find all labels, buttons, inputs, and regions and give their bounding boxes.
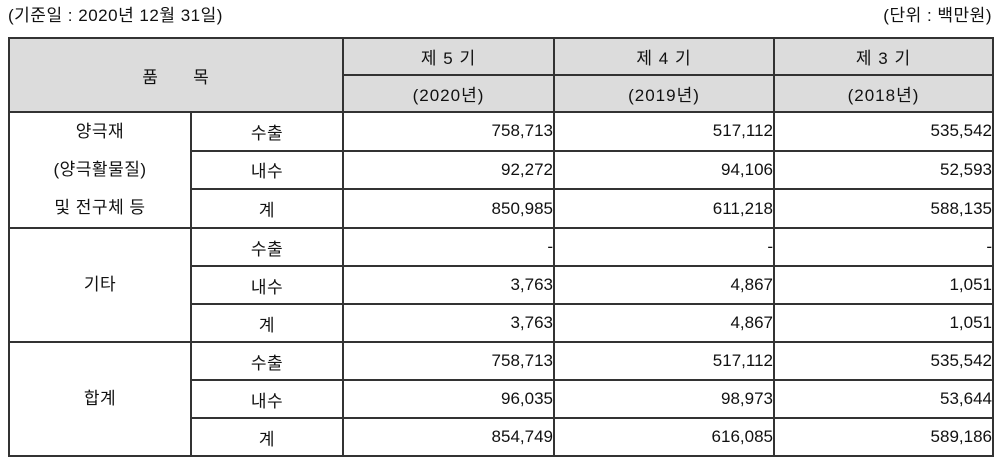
table-row: 내수 96,035 98,973 53,644 xyxy=(9,379,994,419)
header-row-year: (2020년) (2019년) (2018년) xyxy=(9,74,994,113)
value-cell: 4,867 xyxy=(553,303,775,343)
value-cell: 616,085 xyxy=(553,417,775,457)
value-cell: 96,035 xyxy=(342,379,555,419)
table-row: 합계 수출 758,713 517,112 535,542 xyxy=(8,341,994,457)
table-row: 계 850,985 611,218 588,135 xyxy=(9,188,994,229)
row-label-subtotal: 계 xyxy=(190,417,344,457)
value-cell: 4,867 xyxy=(553,265,775,305)
value-cell: 3,763 xyxy=(342,303,555,343)
period-header-term-3: 제 3 기 xyxy=(773,37,994,76)
value-cell: 53,644 xyxy=(773,379,994,419)
table-captions: (기준일 : 2020년 12월 31일) (단위 : 백만원) xyxy=(8,5,992,27)
item-column-header: 품 목 xyxy=(8,37,344,113)
value-cell: 98,973 xyxy=(553,379,775,419)
value-cell: 589,186 xyxy=(773,417,994,457)
value-cell: 535,542 xyxy=(773,111,994,152)
table-row: 계 854,749 616,085 589,186 xyxy=(9,417,994,457)
value-cell: 850,985 xyxy=(342,188,555,229)
value-cell: - xyxy=(553,227,775,267)
value-cell: 758,713 xyxy=(342,111,555,152)
table-row: 내수 3,763 4,867 1,051 xyxy=(9,265,994,305)
row-label-domestic: 내수 xyxy=(190,379,344,419)
row-label-subtotal: 계 xyxy=(190,303,344,343)
period-header-year-2018: (2018년) xyxy=(773,74,994,113)
value-cell: 517,112 xyxy=(553,111,775,152)
value-cell: 1,051 xyxy=(773,303,994,343)
period-header-year-2019: (2019년) xyxy=(553,74,775,113)
base-date-label: (기준일 : 2020년 12월 31일) xyxy=(8,6,223,25)
row-label-subtotal: 계 xyxy=(190,188,344,229)
group-label-cathode: 양극재 (양극활물질) 및 전구체 등 xyxy=(8,111,192,229)
value-cell: 1,051 xyxy=(773,265,994,305)
value-cell: 611,218 xyxy=(553,188,775,229)
value-cell: 94,106 xyxy=(553,149,775,191)
value-cell: 3,763 xyxy=(342,265,555,305)
value-cell: - xyxy=(342,227,555,267)
value-cell: 92,272 xyxy=(342,149,555,191)
period-header-year-2020: (2020년) xyxy=(342,74,555,113)
row-label-export: 수출 xyxy=(190,227,344,267)
group-label-other: 기타 xyxy=(8,227,192,343)
table-row: 내수 92,272 94,106 52,593 xyxy=(9,149,994,191)
sales-by-item-table: 품 목 제 5 기 제 4 기 제 3 기 (2020년) (2019년) (2… xyxy=(8,37,994,457)
value-cell: 517,112 xyxy=(553,341,775,381)
row-label-domestic: 내수 xyxy=(190,149,344,191)
table-row: 양극재 (양극활물질) 및 전구체 등 수출 758,713 517,112 5… xyxy=(8,111,994,229)
row-label-domestic: 내수 xyxy=(190,265,344,305)
value-cell: 52,593 xyxy=(773,149,994,191)
group-label-total: 합계 xyxy=(8,341,192,457)
table-row: 계 3,763 4,867 1,051 xyxy=(9,303,994,343)
unit-label: (단위 : 백만원) xyxy=(883,6,992,25)
value-cell: 854,749 xyxy=(342,417,555,457)
period-header-term-4: 제 4 기 xyxy=(553,37,775,76)
value-cell: - xyxy=(773,227,994,267)
value-cell: 758,713 xyxy=(342,341,555,381)
value-cell: 588,135 xyxy=(773,188,994,229)
header-row-term: 품 목 제 5 기 제 4 기 제 3 기 xyxy=(8,37,994,113)
table-row: 기타 수출 - - - xyxy=(8,227,994,343)
period-header-term-5: 제 5 기 xyxy=(342,37,555,76)
row-label-export: 수출 xyxy=(190,341,344,381)
row-label-export: 수출 xyxy=(190,111,344,152)
value-cell: 535,542 xyxy=(773,341,994,381)
